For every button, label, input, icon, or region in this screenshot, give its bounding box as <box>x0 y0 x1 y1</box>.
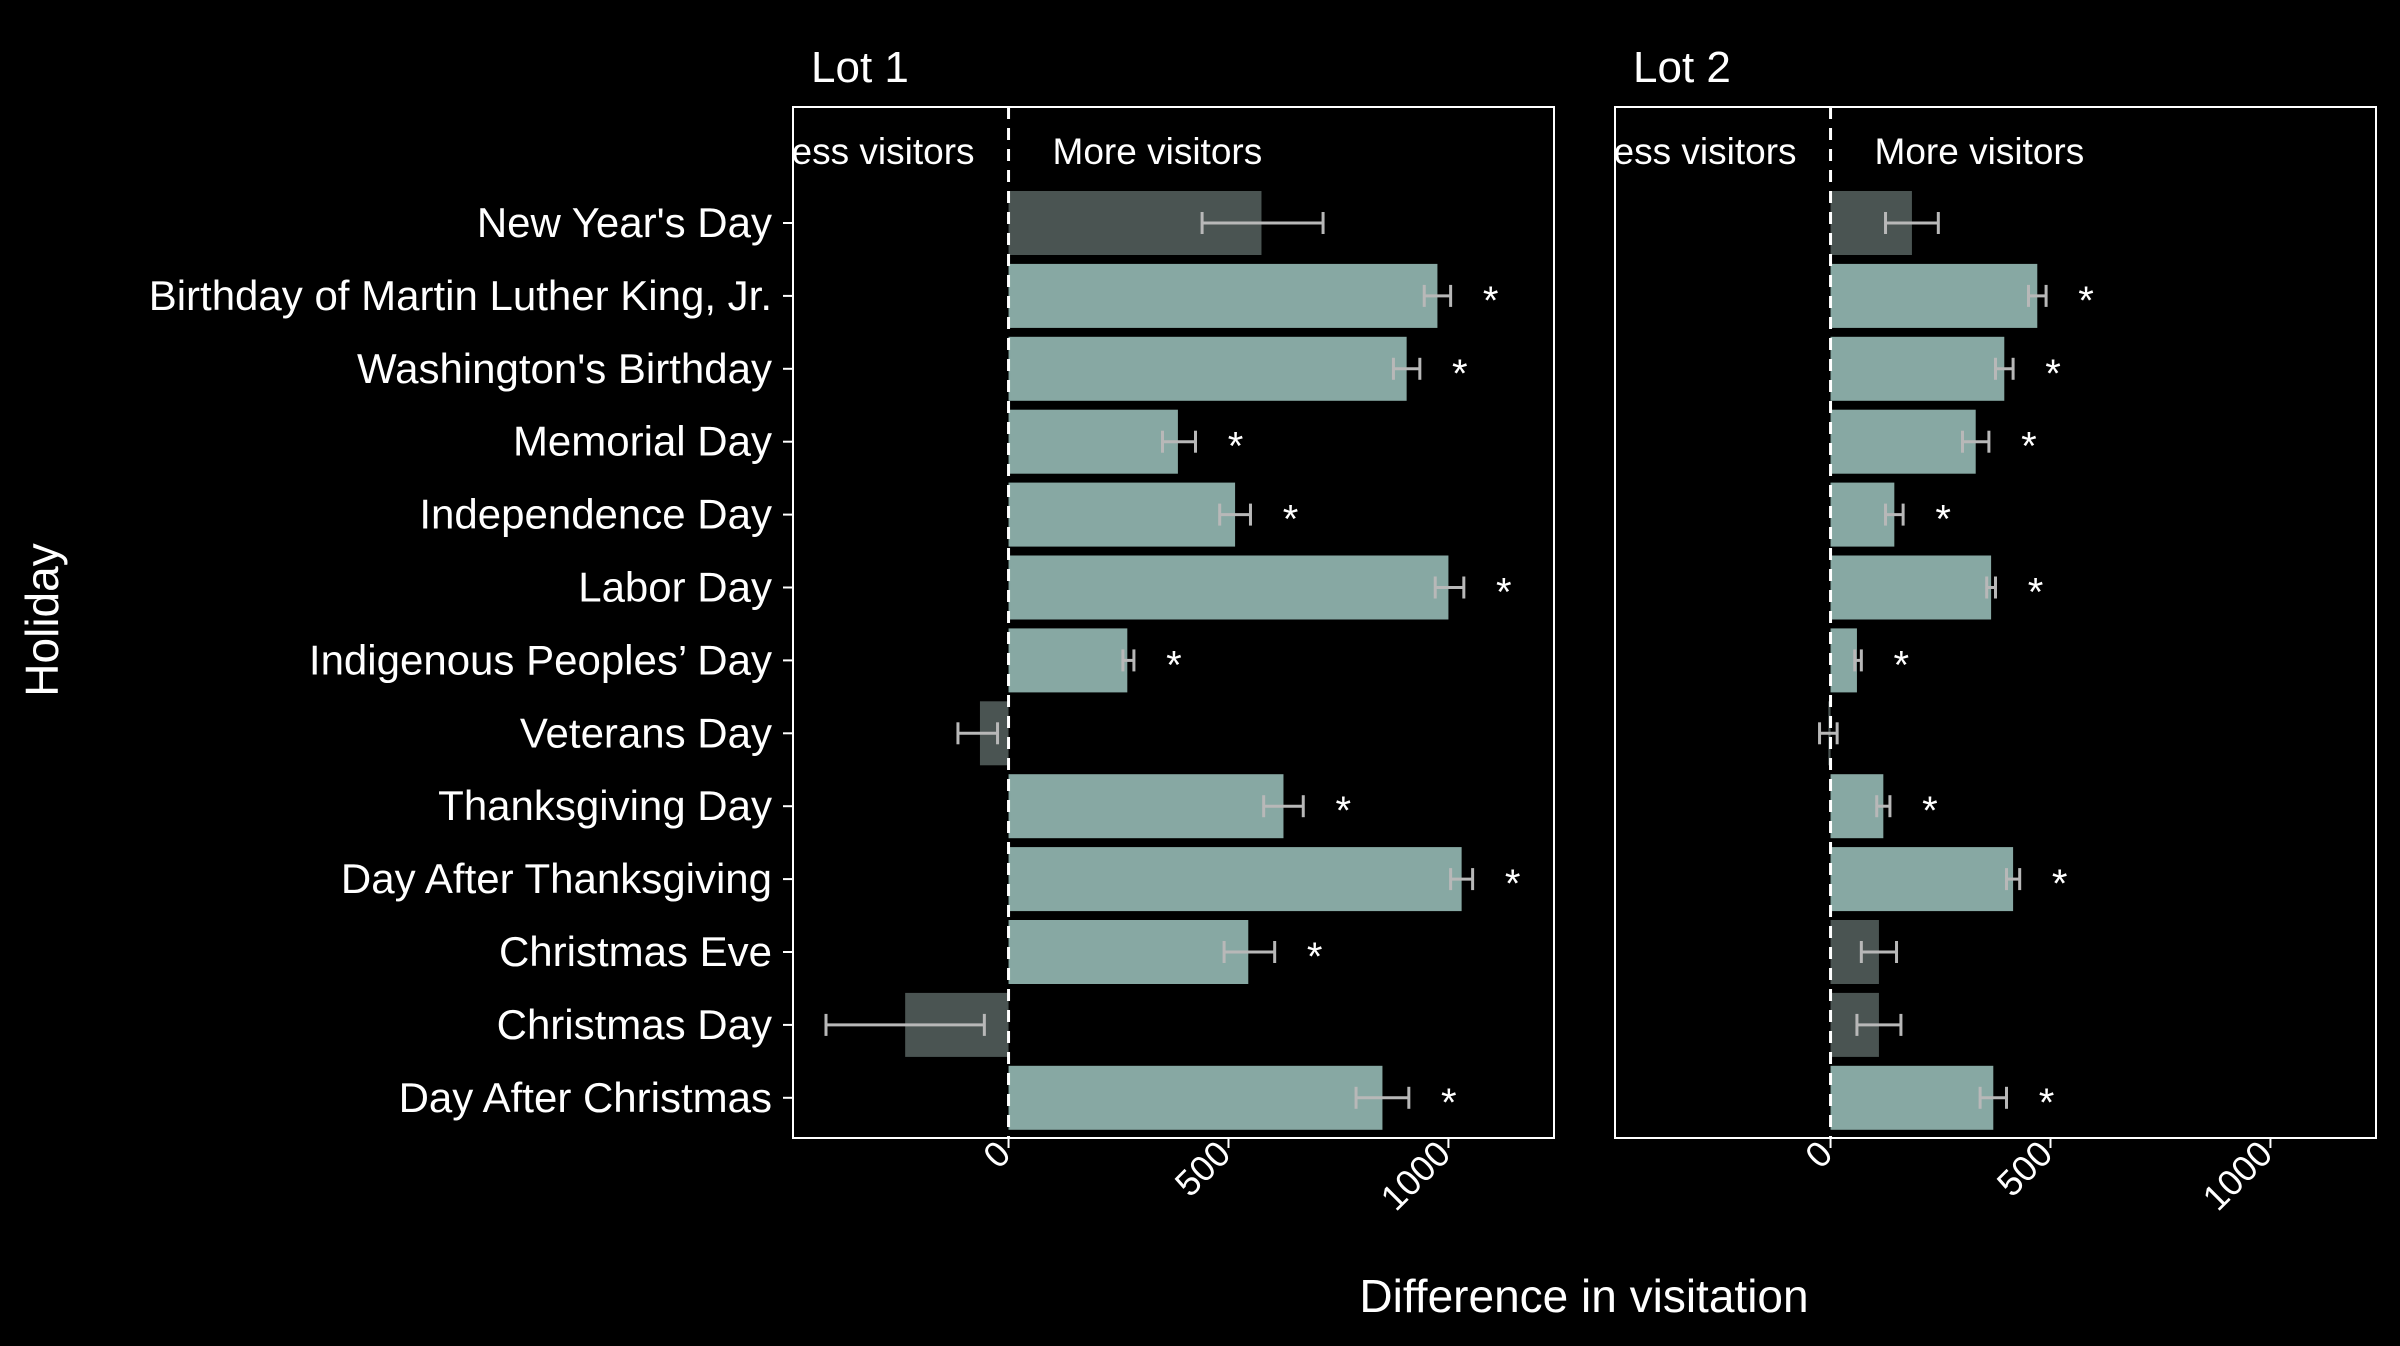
category-label: Memorial Day <box>513 418 772 465</box>
y-axis-title: Holiday <box>16 543 68 696</box>
category-label: Indigenous Peoples’ Day <box>309 636 772 683</box>
category-axis: New Year's Day Birthday of Martin Luther … <box>149 199 793 1121</box>
less-visitors-label: Less visitors <box>771 131 975 172</box>
bar <box>1830 263 2038 328</box>
error-bar <box>1884 212 1940 234</box>
more-visitors-label: More visitors <box>1875 131 2085 172</box>
bar <box>1008 263 1438 328</box>
significance-marker: * <box>1228 425 1244 469</box>
panel-title: Lot 2 <box>1633 43 1731 92</box>
error-bar <box>1121 649 1136 672</box>
panel-plot-area: Less visitors More visitors * * * * * * * * * * <box>771 131 1521 1130</box>
error-bar <box>1994 357 2015 380</box>
category-label: Day After Christmas <box>399 1074 772 1121</box>
bar <box>1008 409 1178 474</box>
significance-marker: * <box>2039 1081 2055 1125</box>
bar <box>1008 847 1462 912</box>
category-label: Independence Day <box>419 491 772 538</box>
panel-border <box>1614 106 2377 1139</box>
error-bar <box>1855 1013 1903 1036</box>
error-bar <box>1433 576 1466 599</box>
bar <box>1830 336 2005 401</box>
error-bar <box>1961 430 1991 453</box>
panel-plot-area: Less visitors More visitors********* <box>1593 131 2094 1130</box>
error-bar <box>1218 503 1252 526</box>
error-bar <box>1262 795 1305 818</box>
error-bar <box>2026 284 2048 307</box>
bar <box>1008 920 1249 984</box>
significance-marker: * <box>2045 352 2061 396</box>
significance-marker: * <box>1166 643 1182 687</box>
significance-marker: * <box>2078 279 2094 323</box>
error-bar <box>1449 868 1475 891</box>
significance-marker: * <box>1894 643 1910 687</box>
bar <box>1008 628 1128 693</box>
error-bar <box>1200 212 1325 234</box>
panel-1: Lot 1 Less visitors More visitors * * * * * * * * *… <box>771 43 1555 1218</box>
bar <box>1830 847 2014 912</box>
bar <box>1008 555 1449 620</box>
error-bar <box>1422 284 1453 307</box>
error-bar <box>2004 868 2022 891</box>
error-bar <box>1985 576 1997 599</box>
bar <box>1008 774 1284 839</box>
significance-marker: * <box>1283 498 1299 542</box>
error-bar <box>1978 1086 2008 1109</box>
bar <box>1830 482 1895 547</box>
error-bar <box>1354 1086 1411 1109</box>
category-label: Birthday of Martin Luther King, Jr. <box>149 272 772 319</box>
significance-marker: * <box>1335 789 1351 833</box>
category-label: Christmas Day <box>497 1001 772 1048</box>
significance-marker: * <box>1935 498 1951 542</box>
x-axis-title: Difference in visitation <box>1359 1270 1808 1322</box>
significance-marker: * <box>2021 425 2037 469</box>
error-bar <box>1875 795 1892 818</box>
less-visitors-label: Less visitors <box>1593 131 1797 172</box>
error-bar <box>1818 722 1839 745</box>
significance-marker: * <box>1452 352 1468 396</box>
error-bar <box>956 722 1000 745</box>
bar <box>1830 409 1976 474</box>
error-bar <box>1853 649 1863 672</box>
significance-marker: * <box>2052 862 2068 906</box>
error-bar <box>1222 941 1277 963</box>
significance-marker: * <box>1922 789 1938 833</box>
category-label: Labor Day <box>578 564 772 611</box>
bar <box>1830 1065 1994 1130</box>
error-bar <box>824 1013 986 1036</box>
bar <box>1008 336 1407 401</box>
category-label: Thanksgiving Day <box>438 782 772 829</box>
significance-marker: * <box>1496 571 1512 615</box>
significance-marker: * <box>1505 862 1521 906</box>
bar <box>1008 1065 1383 1130</box>
bar <box>1830 628 1857 693</box>
bar <box>1830 774 1884 839</box>
category-label: New Year's Day <box>477 199 772 246</box>
category-label: Day After Thanksgiving <box>341 855 772 902</box>
bar <box>1008 482 1236 547</box>
significance-marker: * <box>1483 279 1499 323</box>
error-bar <box>1859 941 1899 963</box>
panel-title: Lot 1 <box>811 43 909 92</box>
category-label: Washington's Birthday <box>357 345 772 392</box>
bar <box>1830 555 1992 620</box>
category-label: Christmas Eve <box>499 928 772 975</box>
significance-marker: * <box>1441 1081 1457 1125</box>
more-visitors-label: More visitors <box>1053 131 1263 172</box>
panel-border <box>792 106 1555 1139</box>
error-bar <box>1391 357 1422 380</box>
error-bar <box>1884 503 1905 526</box>
significance-marker: * <box>1307 935 1323 979</box>
category-label: Veterans Day <box>520 709 772 756</box>
error-bar <box>1161 430 1197 453</box>
significance-marker: * <box>2028 571 2044 615</box>
